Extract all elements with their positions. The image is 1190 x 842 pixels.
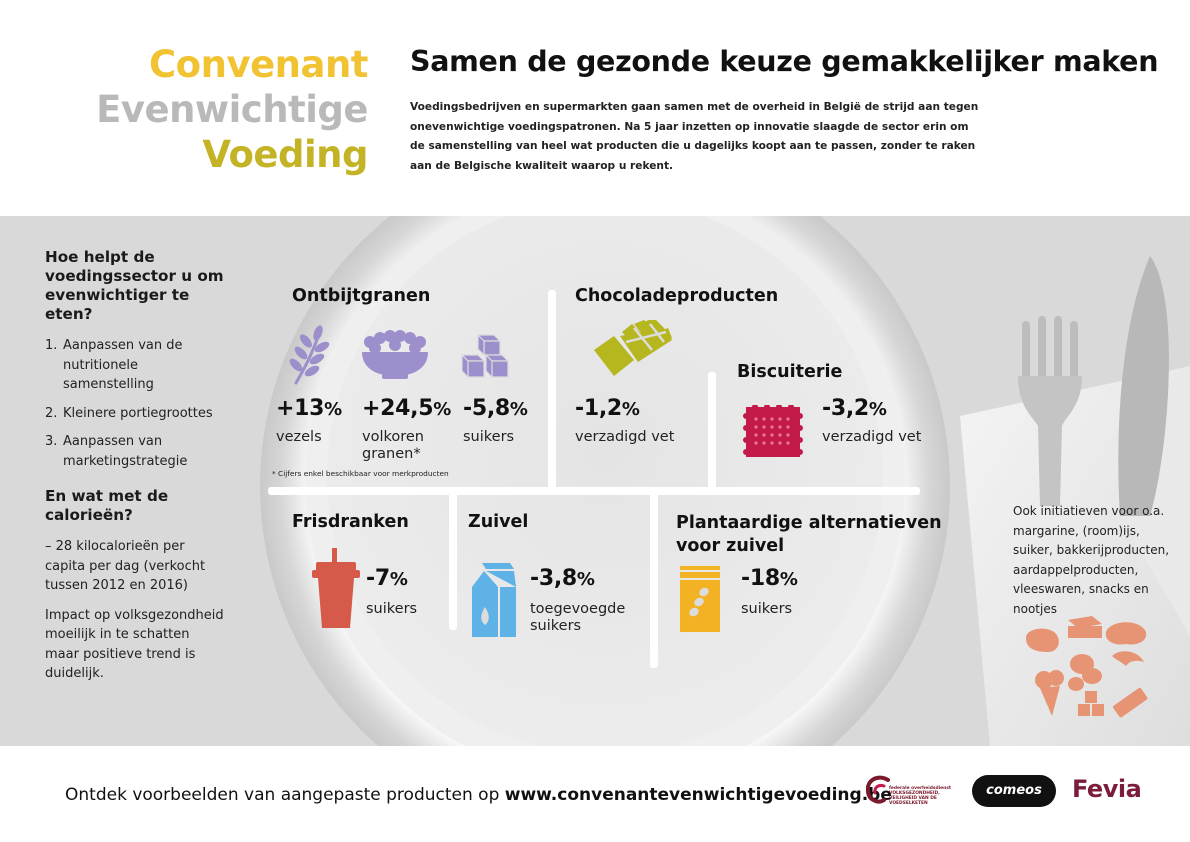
plate-band [0, 216, 1190, 746]
impact-text: Impact op volksgezondheid moeilijk in te… [45, 607, 224, 682]
label-zuivel: toegevoegde suikers [530, 601, 626, 634]
wheat-icon [289, 325, 330, 385]
value-unit: % [389, 569, 408, 590]
biscuit-icon [743, 405, 803, 457]
intro-text: Voedingsbedrijven en supermarkten gaan s… [410, 101, 979, 172]
value-unit: % [621, 399, 640, 420]
steak-icon [1026, 628, 1059, 652]
section-title-chocolade: Chocoladeproducten [575, 286, 779, 306]
section-title-zuivel: Zuivel [468, 512, 529, 532]
label-volkoren: volkoren granen* [362, 429, 424, 462]
step-text: Aanpassen van de nutritionele samenstell… [63, 338, 183, 392]
value-unit: % [576, 569, 595, 590]
soy-carton-icon [680, 566, 720, 632]
fod-swirl-icon [866, 775, 890, 804]
step-number: 2. [45, 405, 58, 421]
value-biscuiterie: -3,2% [822, 396, 887, 421]
value-unit: % [324, 399, 342, 420]
section-title-frisdranken: Frisdranken [292, 512, 409, 532]
divider-vertical-plant [650, 490, 658, 668]
bread-icon [1105, 622, 1147, 645]
calories-text: – 28 kilocalorieën per capita per dag (v… [45, 539, 206, 593]
sugar-cubes-small-icon [1078, 691, 1104, 716]
list-item: 3. Aanpassen van marketingstrategie [45, 432, 225, 471]
step-text: Aanpassen van marketingstrategie [63, 434, 188, 469]
value-number: -3,2 [822, 396, 869, 421]
food-icons-cluster [1026, 616, 1148, 718]
soda-cup-icon [312, 548, 360, 628]
plate-illustration [0, 216, 1190, 746]
list-item: 2. Kleinere portiegroottes [45, 404, 225, 424]
footer-link[interactable]: www.convenantevenwichtigevoeding.be [504, 785, 892, 805]
value-vezels: +13% [276, 396, 342, 421]
label-plantaardig: suikers [741, 601, 793, 617]
footer-text: Ontdek voorbeelden van aangepaste produc… [65, 785, 505, 805]
value-volkoren: +24,5% [362, 396, 451, 421]
value-number: -5,8 [463, 396, 510, 421]
fod-logo-text: federale overheidsdienst VOLKSGEZONDHEID… [889, 786, 951, 806]
value-unit: % [509, 399, 528, 420]
ice-cream-icon [1035, 670, 1064, 716]
value-number: +13 [276, 396, 325, 421]
footer-cta: Ontdek voorbeelden van aangepaste produc… [65, 785, 892, 805]
footnote: * Cijfers enkel beschikbaar voor merkpro… [272, 469, 449, 478]
section-title-biscuiterie: Biscuiterie [737, 362, 843, 382]
value-frisdranken: -7% [366, 566, 408, 591]
value-number: -7 [366, 566, 390, 591]
value-unit: % [433, 399, 451, 420]
value-number: -3,8 [530, 566, 577, 591]
step-text: Kleinere portiegroottes [63, 405, 213, 421]
snack-bar-icon [1113, 687, 1148, 718]
left-column: Hoe helpt de voedingssector u om evenwic… [45, 248, 225, 684]
divider-vertical-zuivel [449, 490, 457, 630]
value-number: -1,2 [575, 396, 622, 421]
fod-logo: federale overheidsdienst VOLKSGEZONDHEID… [866, 772, 961, 812]
sugar-cubes-icon [460, 333, 510, 379]
headline: Samen de gezonde keuze gemakkelijker mak… [410, 45, 1159, 78]
label-vezels: vezels [276, 429, 322, 445]
label-suikers-ontbijt: suikers [463, 429, 515, 445]
croissant-icon [1112, 651, 1144, 666]
step-number: 1. [45, 338, 58, 353]
brand-line-3: Voeding [202, 133, 368, 176]
divider-horizontal [268, 487, 920, 495]
label-biscuiterie: verzadigd vet [822, 429, 922, 445]
cereal-bowl-icon [362, 330, 428, 379]
question-how: Hoe helpt de voedingssector u om evenwic… [45, 248, 224, 323]
value-unit: % [868, 399, 887, 420]
value-unit: % [779, 569, 798, 590]
chocolate-bar-icon [594, 320, 672, 376]
label-frisdranken: suikers [366, 601, 418, 617]
other-initiatives-text: Ook initiatieven voor o.a. margarine, (r… [1013, 504, 1170, 616]
value-number: +24,5 [362, 396, 434, 421]
value-chocolade: -1,2% [575, 396, 640, 421]
value-plantaardig: -18% [741, 566, 798, 591]
brand-line-1: Convenant [149, 43, 368, 86]
brand-line-2: Evenwichtige [96, 88, 368, 131]
step-number: 3. [45, 434, 58, 449]
value-zuivel: -3,8% [530, 566, 595, 591]
divider-vertical-top [548, 290, 556, 490]
section-title-plantaardig: Plantaardige alternatieven voor zuivel [676, 513, 942, 556]
question-calories: En wat met de calorieën? [45, 487, 169, 524]
milk-carton-icon [472, 563, 516, 637]
steps-list: 1. Aanpassen van de nutritionele samenste… [45, 336, 225, 471]
comeos-logo: comeos [972, 775, 1056, 807]
value-suikers-ontbijt: -5,8% [463, 396, 528, 421]
value-number: -18 [741, 566, 780, 591]
fevia-logo: Fevia [1072, 775, 1142, 803]
brand-title: Convenant Evenwichtige Voeding [96, 42, 368, 177]
butter-icon [1068, 616, 1102, 638]
list-item: 1. Aanpassen van de nutritionele samenste… [45, 336, 225, 395]
divider-vertical-biscuit [708, 372, 716, 490]
section-title-ontbijtgranen: Ontbijtgranen [292, 286, 431, 306]
potatoes-icon [1068, 654, 1102, 691]
label-chocolade: verzadigd vet [575, 429, 675, 445]
